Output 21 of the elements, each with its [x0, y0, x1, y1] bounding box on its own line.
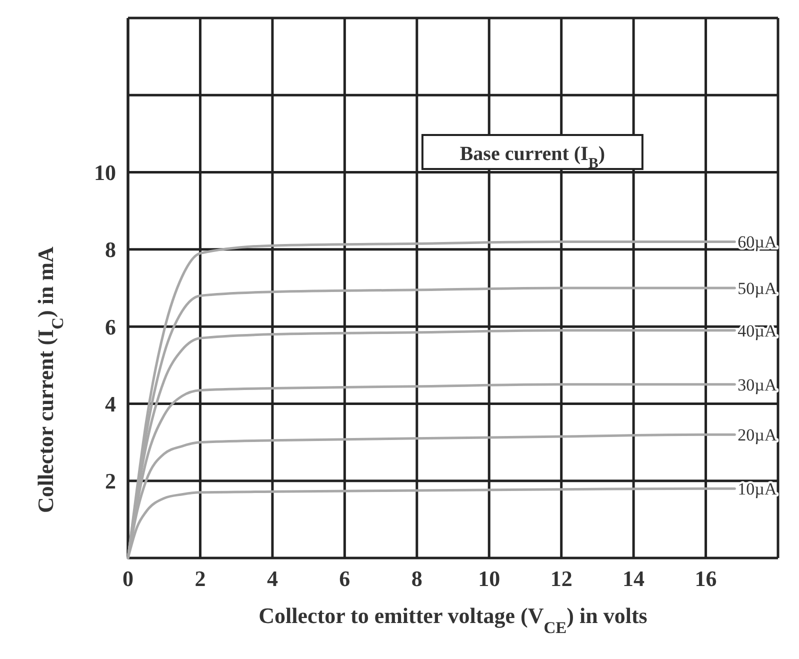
x-tick-label: 2 — [194, 566, 206, 591]
y-tick-label: 10 — [94, 160, 116, 185]
y-tick-label: 6 — [105, 314, 116, 340]
series-label: 50µA — [738, 278, 778, 298]
y-tick-label: 8 — [105, 237, 116, 262]
x-axis-title: Collector to emitter voltage (V$_{CE}$) in volts — [258, 603, 648, 636]
y-tick-label: 2 — [105, 468, 116, 494]
x-tick-label: 16 — [694, 566, 717, 591]
series-label: 30µA — [738, 375, 778, 394]
x-tick-label: 10 — [478, 566, 500, 591]
x-tick-label: 0 — [122, 566, 134, 591]
x-tick-label: 12 — [550, 566, 572, 591]
series-label: 60µA — [738, 232, 778, 252]
legend-title: Base current (I$_{B}$) — [460, 143, 606, 172]
y-tick-label: 4 — [105, 391, 116, 416]
x-tick-label: 8 — [411, 566, 422, 591]
x-tick-label: 6 — [339, 566, 350, 591]
series-label: 20µA — [738, 426, 778, 445]
x-tick-label: 4 — [266, 566, 278, 591]
x-tick-label: 14 — [622, 566, 645, 591]
series-label: 10µA — [738, 480, 778, 499]
